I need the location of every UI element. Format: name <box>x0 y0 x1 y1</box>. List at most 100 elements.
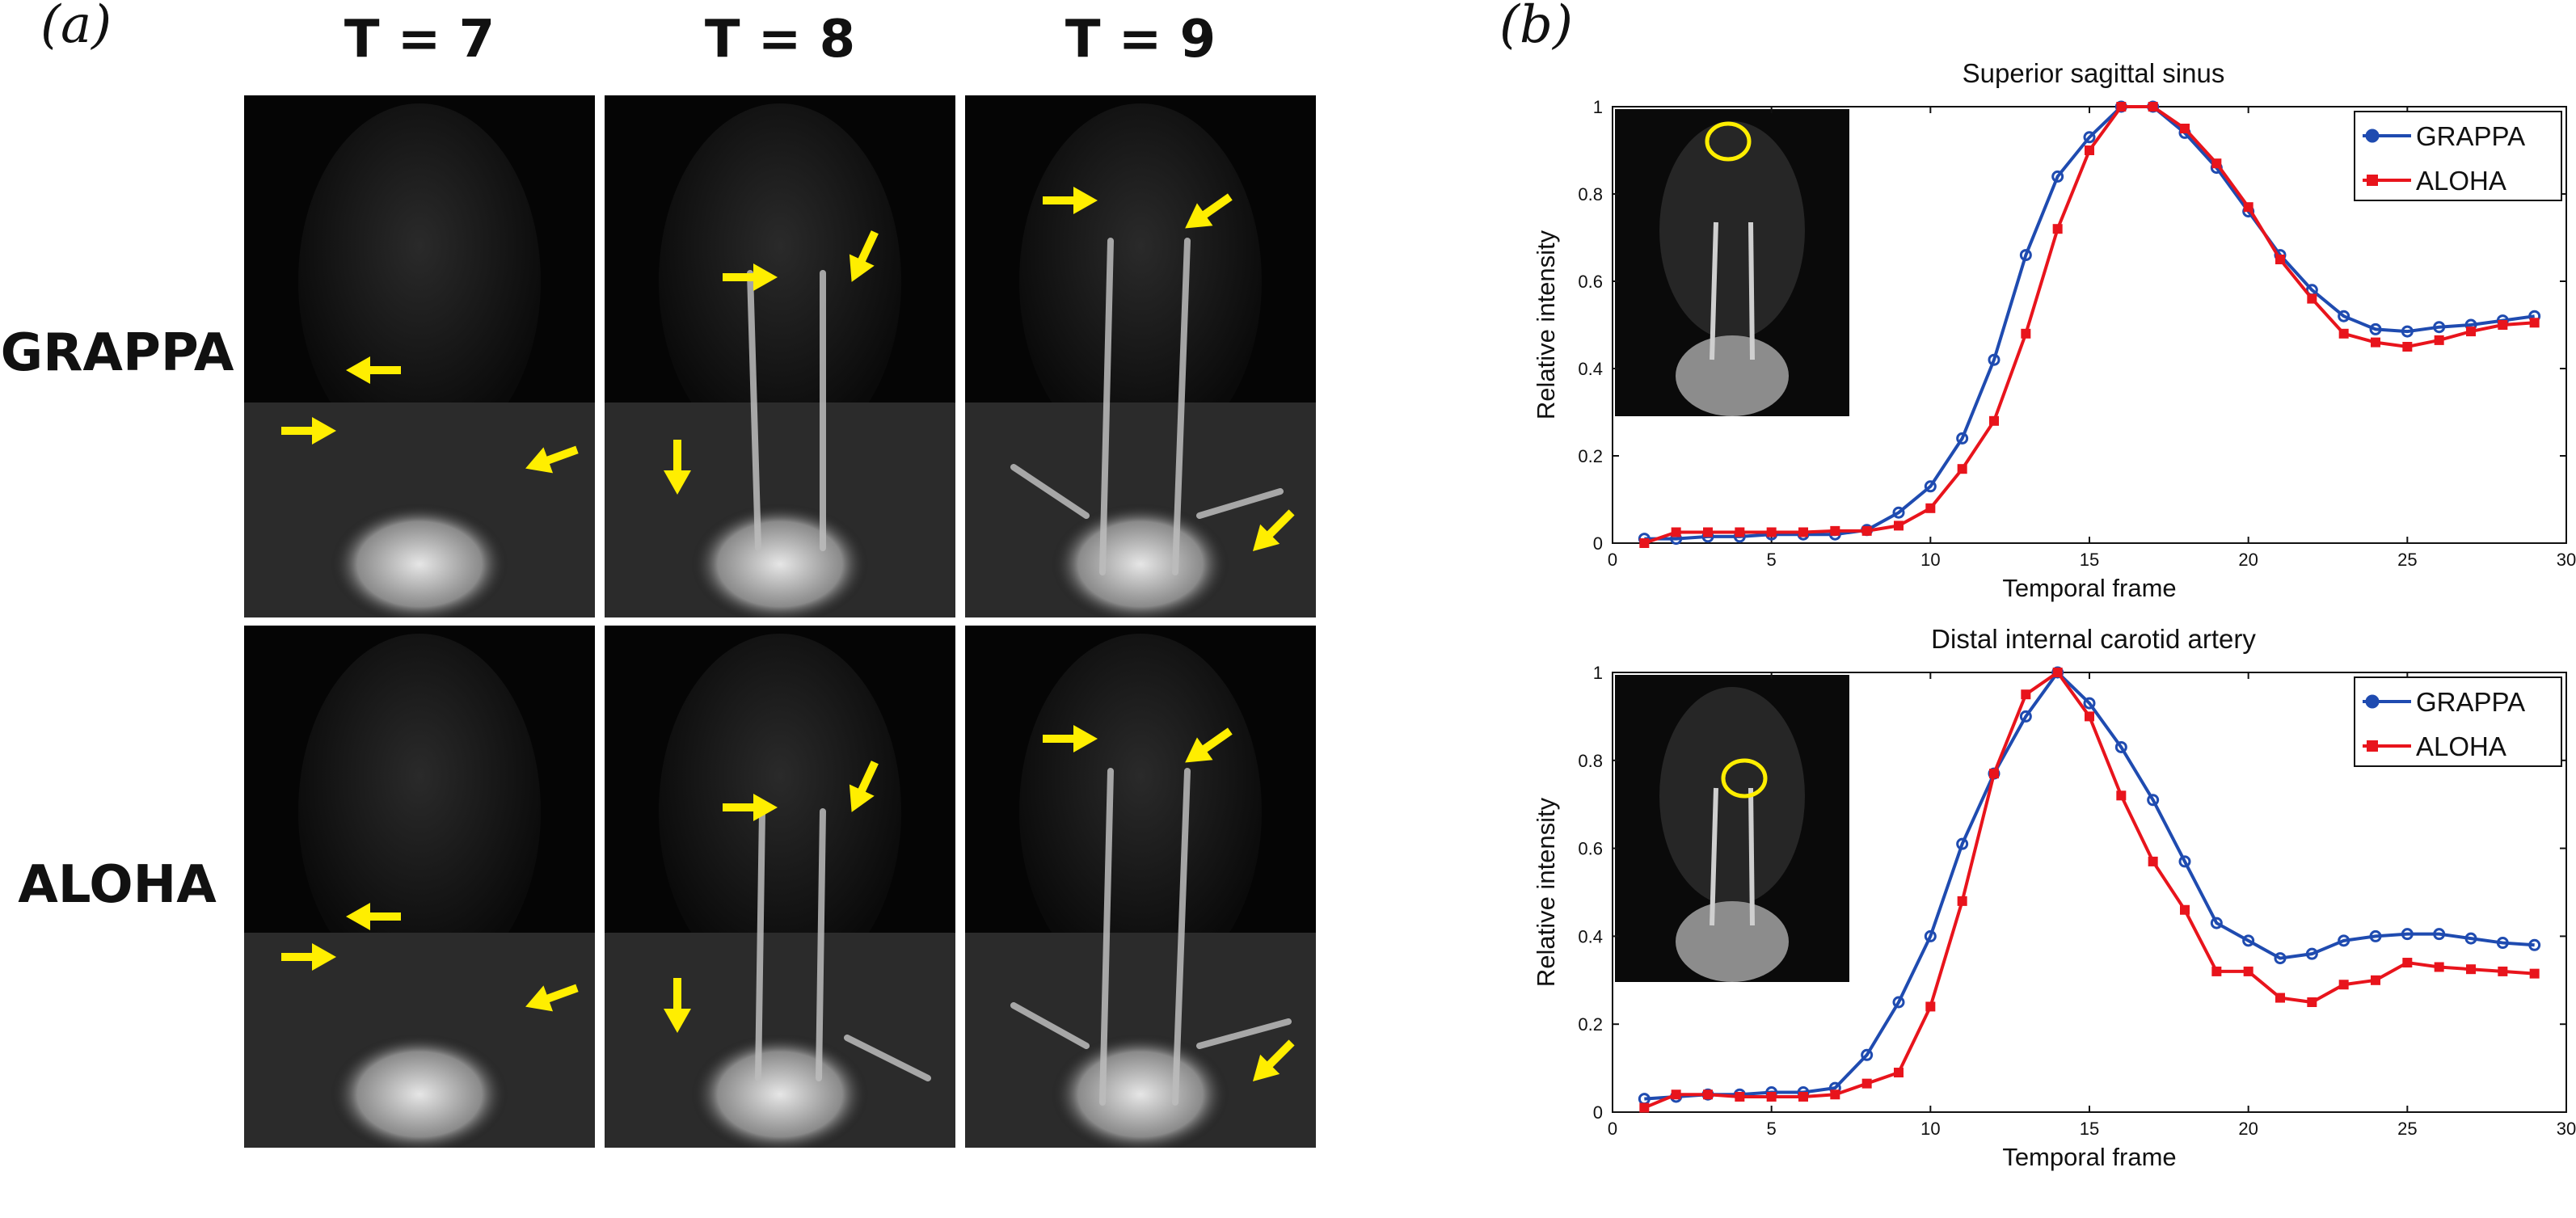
vessel <box>1172 768 1191 1106</box>
data-point-grappa <box>2338 934 2350 947</box>
data-point-grappa <box>1956 837 1969 850</box>
legend-label-grappa: GRAPPA <box>2416 687 2525 717</box>
x-tick-label: 10 <box>1920 550 1940 570</box>
data-point-aloha <box>1735 1091 1745 1102</box>
data-point-grappa <box>2083 131 2096 144</box>
y-tick-label: 1 <box>1593 663 1603 683</box>
head-region <box>659 634 901 989</box>
legend-label-grappa: GRAPPA <box>2416 121 2525 151</box>
chart-1-title: Superior sagittal sinus <box>1962 58 2225 88</box>
head-region <box>298 634 541 989</box>
inset-head <box>1659 121 1805 339</box>
arrow-icon <box>723 263 778 291</box>
x-tick-label: 25 <box>2397 550 2417 570</box>
arrow-icon <box>849 761 879 812</box>
data-point-aloha <box>2148 856 2158 866</box>
x-tick-label: 30 <box>2557 1119 2576 1139</box>
x-tick-label: 0 <box>1608 550 1617 570</box>
data-point-aloha <box>2085 145 2094 155</box>
data-point-grappa <box>1924 929 1937 942</box>
data-point-aloha <box>2498 966 2508 976</box>
data-point-aloha <box>2148 102 2158 112</box>
x-axis-label: Temporal frame <box>2002 574 2176 602</box>
data-point-grappa <box>2528 938 2541 951</box>
vessel <box>1010 1002 1090 1049</box>
x-axis-label: Temporal frame <box>2002 1143 2176 1171</box>
data-point-aloha <box>2085 711 2094 722</box>
x-tick-label: 0 <box>1608 1119 1617 1139</box>
y-tick-label: 0 <box>1593 1102 1603 1123</box>
data-point-grappa <box>1892 506 1905 519</box>
data-point-grappa <box>2464 932 2477 945</box>
inset-heart <box>1676 335 1789 416</box>
y-tick-label: 0.4 <box>1578 926 1603 946</box>
data-point-grappa <box>1861 1048 1874 1061</box>
data-point-aloha <box>1735 527 1745 537</box>
mri-image-aloha-t8 <box>605 626 955 1148</box>
roi-circle-icon <box>1705 121 1752 162</box>
data-point-grappa <box>2147 794 2160 807</box>
data-point-grappa <box>2338 310 2350 322</box>
heart-region <box>1052 504 1229 617</box>
inset-vessel <box>1710 787 1718 926</box>
arrow-icon <box>723 794 778 821</box>
data-point-aloha <box>2275 993 2285 1003</box>
data-point-grappa <box>1892 996 1905 1009</box>
data-point-grappa <box>2114 740 2127 753</box>
vessel <box>1196 1018 1292 1049</box>
x-tick-label: 15 <box>2080 1119 2099 1139</box>
vessel <box>755 808 765 1081</box>
y-tick-label: 0.6 <box>1578 272 1603 292</box>
data-point-aloha <box>1925 1001 1936 1012</box>
data-point-aloha <box>2338 980 2349 990</box>
data-point-aloha <box>1925 503 1936 513</box>
y-axis-label: Relative intensity <box>1532 230 1560 419</box>
legend-marker-icon <box>2365 129 2380 143</box>
data-point-grappa <box>2433 321 2446 334</box>
data-point-grappa <box>2019 249 2032 262</box>
data-point-aloha <box>1989 415 1999 426</box>
data-point-aloha <box>2211 966 2222 976</box>
vessel <box>816 808 826 1081</box>
mri-image-aloha-t7 <box>244 626 595 1148</box>
y-tick-label: 0.4 <box>1578 359 1603 379</box>
data-point-aloha <box>2275 255 2285 264</box>
legend-label-aloha: ALOHA <box>2416 166 2506 196</box>
y-axis-label: Relative intensity <box>1532 797 1560 987</box>
data-point-aloha <box>2052 668 2063 677</box>
data-point-aloha <box>1798 1091 1808 1102</box>
data-point-aloha <box>2371 975 2380 985</box>
arrow-icon <box>346 903 401 930</box>
y-tick-label: 1 <box>1593 97 1603 117</box>
data-point-aloha <box>1639 1102 1650 1113</box>
data-point-aloha <box>1957 464 1967 474</box>
mri-image-grappa-t7 <box>244 95 595 617</box>
data-point-aloha <box>2466 327 2476 337</box>
data-point-grappa <box>2305 947 2318 960</box>
data-point-aloha <box>2529 318 2540 328</box>
arrow-icon <box>1185 727 1233 763</box>
data-point-aloha <box>2529 968 2540 979</box>
arrow-icon <box>281 943 336 971</box>
y-tick-label: 0.6 <box>1578 839 1603 859</box>
head-region <box>1019 634 1262 989</box>
vessel <box>1172 238 1191 575</box>
arrow-icon <box>1043 725 1098 752</box>
inset-head <box>1659 687 1805 905</box>
data-point-aloha <box>1798 527 1808 537</box>
data-point-aloha <box>1766 527 1777 537</box>
inset-heart <box>1676 901 1789 982</box>
data-point-grappa <box>1988 353 2001 366</box>
data-point-grappa <box>2083 697 2096 710</box>
arrow-icon <box>525 445 579 474</box>
column-header-t8: T = 8 <box>704 10 856 70</box>
data-point-aloha <box>1671 527 1681 537</box>
column-header-t7: T = 7 <box>344 10 495 70</box>
data-point-aloha <box>1830 525 1840 536</box>
inset-vessel <box>1710 221 1718 360</box>
row-header-grappa: GRAPPA <box>0 323 234 383</box>
data-point-aloha <box>1703 1089 1713 1100</box>
data-point-aloha <box>1861 1078 1872 1089</box>
arrow-icon <box>525 984 579 1012</box>
heart-region <box>691 1034 869 1148</box>
